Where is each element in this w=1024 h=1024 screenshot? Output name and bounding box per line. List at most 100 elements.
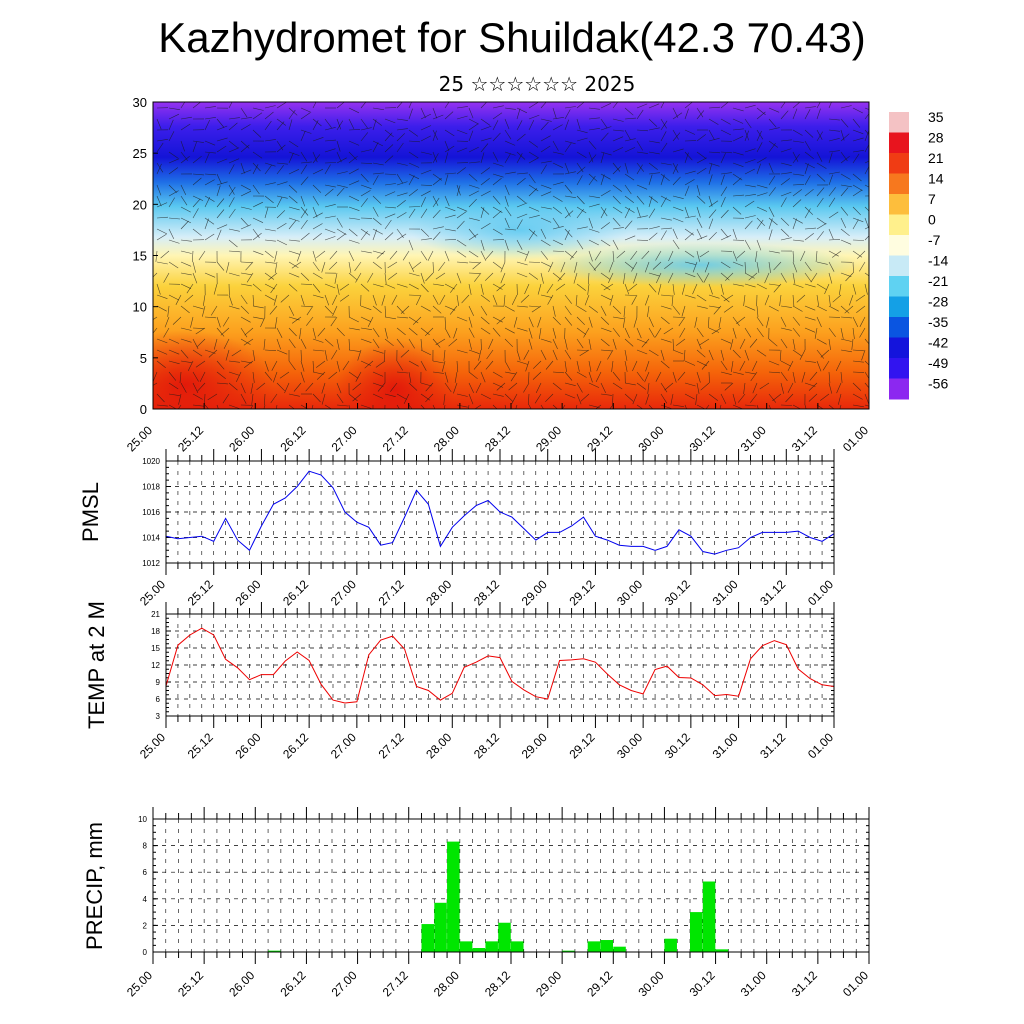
wind-barb <box>732 151 744 156</box>
colorbar-label: 0 <box>928 212 936 228</box>
wind-barb <box>396 327 406 336</box>
wind-barb <box>528 206 540 212</box>
wind-barb <box>624 404 626 409</box>
wind-barb <box>468 130 474 142</box>
wind-barb <box>204 179 215 186</box>
wind-barb <box>264 250 274 259</box>
wind-barb <box>708 305 720 308</box>
wind-barb <box>288 152 294 164</box>
wind-barb <box>540 184 552 189</box>
wind-barb <box>427 250 434 261</box>
wind-barb <box>752 360 758 372</box>
wind-barb <box>408 239 414 251</box>
wind-barb <box>552 316 561 326</box>
wind-barb <box>252 316 264 320</box>
wind-barb <box>660 120 668 131</box>
wind-barb <box>660 294 673 297</box>
wind-barb <box>552 327 557 339</box>
wind-barb <box>192 155 202 164</box>
wind-barb <box>264 360 269 372</box>
wind-barb <box>632 393 638 405</box>
wind-barb <box>600 118 608 129</box>
wind-barb <box>828 228 834 240</box>
wind-barb <box>316 360 326 368</box>
wind-barb <box>312 261 320 272</box>
wind-barb <box>540 145 551 153</box>
wind-barb <box>220 327 230 336</box>
wind-barb <box>600 222 610 230</box>
wind-barb <box>432 177 442 186</box>
wind-barb <box>612 118 624 122</box>
wind-barb <box>696 382 700 394</box>
wind-barb <box>438 261 446 271</box>
wind-barb <box>516 219 523 230</box>
wind-barb <box>552 217 560 228</box>
wind-barb <box>412 316 422 325</box>
wind-barb <box>264 294 275 301</box>
wind-barb <box>384 283 396 289</box>
wind-barb <box>814 327 818 339</box>
wind-barb <box>276 382 285 392</box>
wind-barb <box>324 139 337 142</box>
wind-barb <box>744 220 753 230</box>
wind-barb <box>300 161 312 164</box>
wind-barb <box>588 228 600 233</box>
wind-barb <box>444 305 456 311</box>
wind-barb <box>504 404 507 409</box>
wind-barb <box>228 305 240 310</box>
wind-barb <box>720 283 724 295</box>
wind-barb <box>636 338 648 344</box>
wind-barb <box>648 127 660 131</box>
wind-barb <box>792 199 802 208</box>
wind-barb <box>737 393 746 403</box>
wind-barb <box>480 393 491 400</box>
pmsl-line <box>165 470 835 555</box>
wind-barb <box>474 272 482 282</box>
wind-barb <box>552 382 562 391</box>
wind-barb <box>216 327 225 337</box>
colorbar-swatch <box>889 317 909 338</box>
wind-barb <box>511 294 518 306</box>
wind-barb <box>600 272 611 280</box>
wind-barb <box>564 206 571 217</box>
wind-barb <box>480 152 485 164</box>
wind-barb <box>216 137 228 142</box>
wind-barb <box>780 404 793 406</box>
precip-x-tick-label: 26.12 <box>277 968 308 999</box>
wind-barb <box>600 283 611 291</box>
wind-barb <box>384 393 396 397</box>
wind-barb <box>513 316 518 328</box>
wind-barb <box>671 294 674 307</box>
wind-barb <box>396 128 408 131</box>
wind-barb <box>432 130 437 142</box>
precip-x-tick-label: 28.12 <box>482 968 513 999</box>
wind-barb <box>208 349 218 358</box>
wind-barb <box>300 164 308 175</box>
wind-barb <box>420 382 432 387</box>
y-tick-label: 5 <box>140 351 147 366</box>
wind-barb <box>744 184 756 188</box>
wind-barb <box>816 261 828 265</box>
wind-barb <box>396 173 404 184</box>
wind-barb <box>216 181 228 186</box>
wind-barb <box>264 165 272 175</box>
wind-barb <box>684 215 696 219</box>
wind-barb <box>360 118 368 129</box>
wind-barb <box>835 360 842 372</box>
wind-barb <box>540 338 552 343</box>
wind-barb <box>660 217 672 221</box>
wind-barb <box>816 102 821 109</box>
wind-barb <box>443 393 446 405</box>
wind-barb <box>336 118 342 130</box>
wind-barb <box>432 107 438 119</box>
wind-barb <box>269 305 278 315</box>
wind-barb <box>744 130 749 142</box>
wind-barb <box>852 283 857 295</box>
wind-barb <box>859 316 866 327</box>
wind-barb <box>243 338 254 346</box>
wind-barb <box>684 152 689 164</box>
wind-barb <box>588 239 599 246</box>
wind-barb <box>216 118 225 128</box>
wind-barb <box>348 151 358 161</box>
wind-barb <box>354 261 362 272</box>
